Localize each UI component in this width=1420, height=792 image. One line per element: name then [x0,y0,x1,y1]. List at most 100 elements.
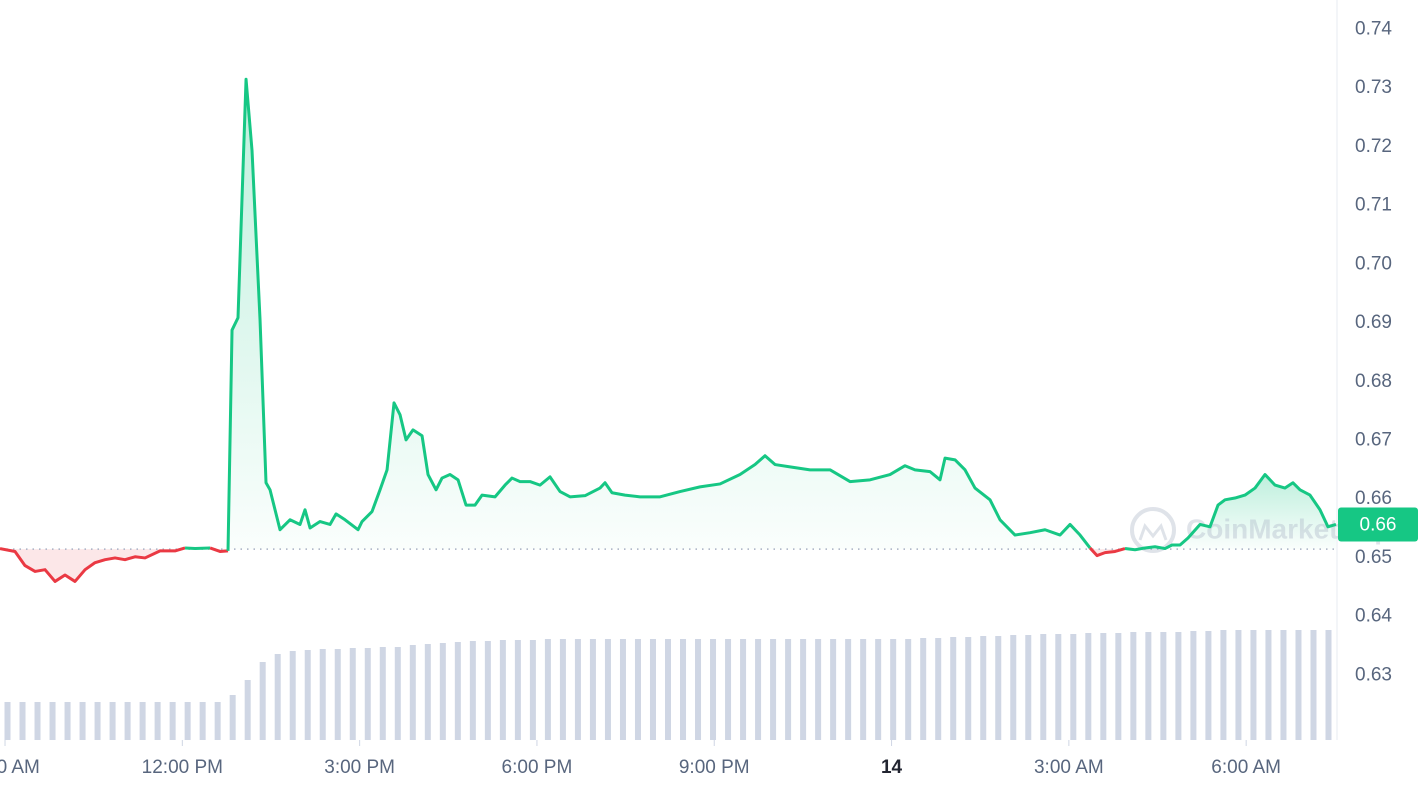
volume-bar [379,647,386,740]
volume-bar [1235,630,1242,740]
current-price-tag [1338,507,1418,542]
volume-bar [830,639,837,740]
y-tick-label: 0.63 [1355,664,1392,685]
y-tick-label: 0.70 [1355,253,1392,274]
volume-bar [454,642,461,740]
volume-bar [199,702,206,740]
volume-bar [1130,632,1137,740]
volume-bar [1160,632,1167,740]
volume-bar [770,639,777,740]
volume-bar [304,650,311,740]
volume-bar [319,649,326,740]
y-tick-label: 0.64 [1355,606,1392,627]
volume-bar [409,645,416,740]
volume-bar [980,636,987,740]
volume-bar [94,702,101,740]
volume-bar [890,639,897,740]
volume-bar [1265,630,1272,740]
volume-bar [1295,630,1302,740]
y-tick-label: 0.72 [1355,136,1392,157]
y-tick-label: 0.67 [1355,429,1392,450]
volume-bar [1280,630,1287,740]
volume-bar [499,640,506,740]
volume-bar [184,702,191,740]
current-price-label: 0.66 [1360,514,1397,535]
volume-bar [785,639,792,740]
volume-bar [695,639,702,740]
volume-bar [1175,632,1182,740]
volume-bar [995,636,1002,740]
volume-bar [649,639,656,740]
volume-bar [1010,635,1017,740]
volume-bar [1115,633,1122,740]
x-tick-label: 14 [881,757,903,778]
volume-bar [920,638,927,740]
volume-bar [169,702,176,740]
volume-bar [64,702,71,740]
volume-bar [1250,630,1257,740]
volume-bar [1055,634,1062,740]
volume-bar [34,702,41,740]
price-area [1125,474,1336,550]
price-line [0,546,186,583]
volume-bar [139,702,146,740]
y-tick-label: 0.71 [1355,195,1392,216]
volume-bar [860,639,867,740]
volume-bar [845,639,852,740]
volume-bar [514,640,521,740]
volume-bar [19,702,26,740]
volume-bar [49,702,56,740]
volume-bar [619,639,626,740]
y-tick-label: 0.65 [1355,547,1392,568]
volume-bar [349,648,356,740]
volume-bar [1040,634,1047,740]
volume-bar [1205,631,1212,740]
x-tick-label: 3:00 PM [324,757,395,778]
volume-bar [740,639,747,740]
volume-bar [424,644,431,740]
volume-bar [79,702,86,740]
volume-bar [1070,634,1077,740]
volume-bar [364,648,371,740]
volume-bar [4,702,11,740]
volume-bar [905,639,912,740]
volume-bar [334,649,341,740]
volume-bar [529,640,536,740]
y-tick-label: 0.68 [1355,371,1392,392]
volume-bar [394,647,401,740]
price-line [226,77,1092,551]
x-tick-label: 3:00 AM [1034,757,1104,778]
volume-bar [1190,631,1197,740]
volume-bar [875,639,882,740]
volume-bar [439,643,446,740]
volume-bar [274,654,281,740]
volume-bar [289,651,296,740]
price-line [1124,473,1337,552]
volume-bar [815,639,822,740]
volume-bar [1085,633,1092,740]
volume-bar [1310,630,1317,740]
y-tick-label: 0.73 [1355,77,1392,98]
y-tick-label: 0.69 [1355,312,1392,333]
volume-bar [664,639,672,740]
x-tick-label: 12:00 PM [142,757,223,778]
y-tick-label: 0.66 [1355,488,1392,509]
volume-bar [950,637,957,740]
volume-bar [214,702,221,740]
volume-bar [154,702,161,740]
x-tick-label: 6:00 PM [502,757,573,778]
volume-bar [1145,632,1152,740]
x-tick-label: 9:00 PM [679,757,750,778]
volume-bar [710,639,717,740]
volume-bar [604,639,611,740]
volume-bar [800,639,807,740]
price-line [1088,546,1126,558]
volume-bar [965,637,972,740]
volume-bar [1220,630,1227,740]
volume-bar [109,702,116,740]
volume-bar [484,641,491,740]
volume-bar [589,639,596,740]
volume-bar [124,702,131,740]
volume-bar [1100,633,1107,740]
